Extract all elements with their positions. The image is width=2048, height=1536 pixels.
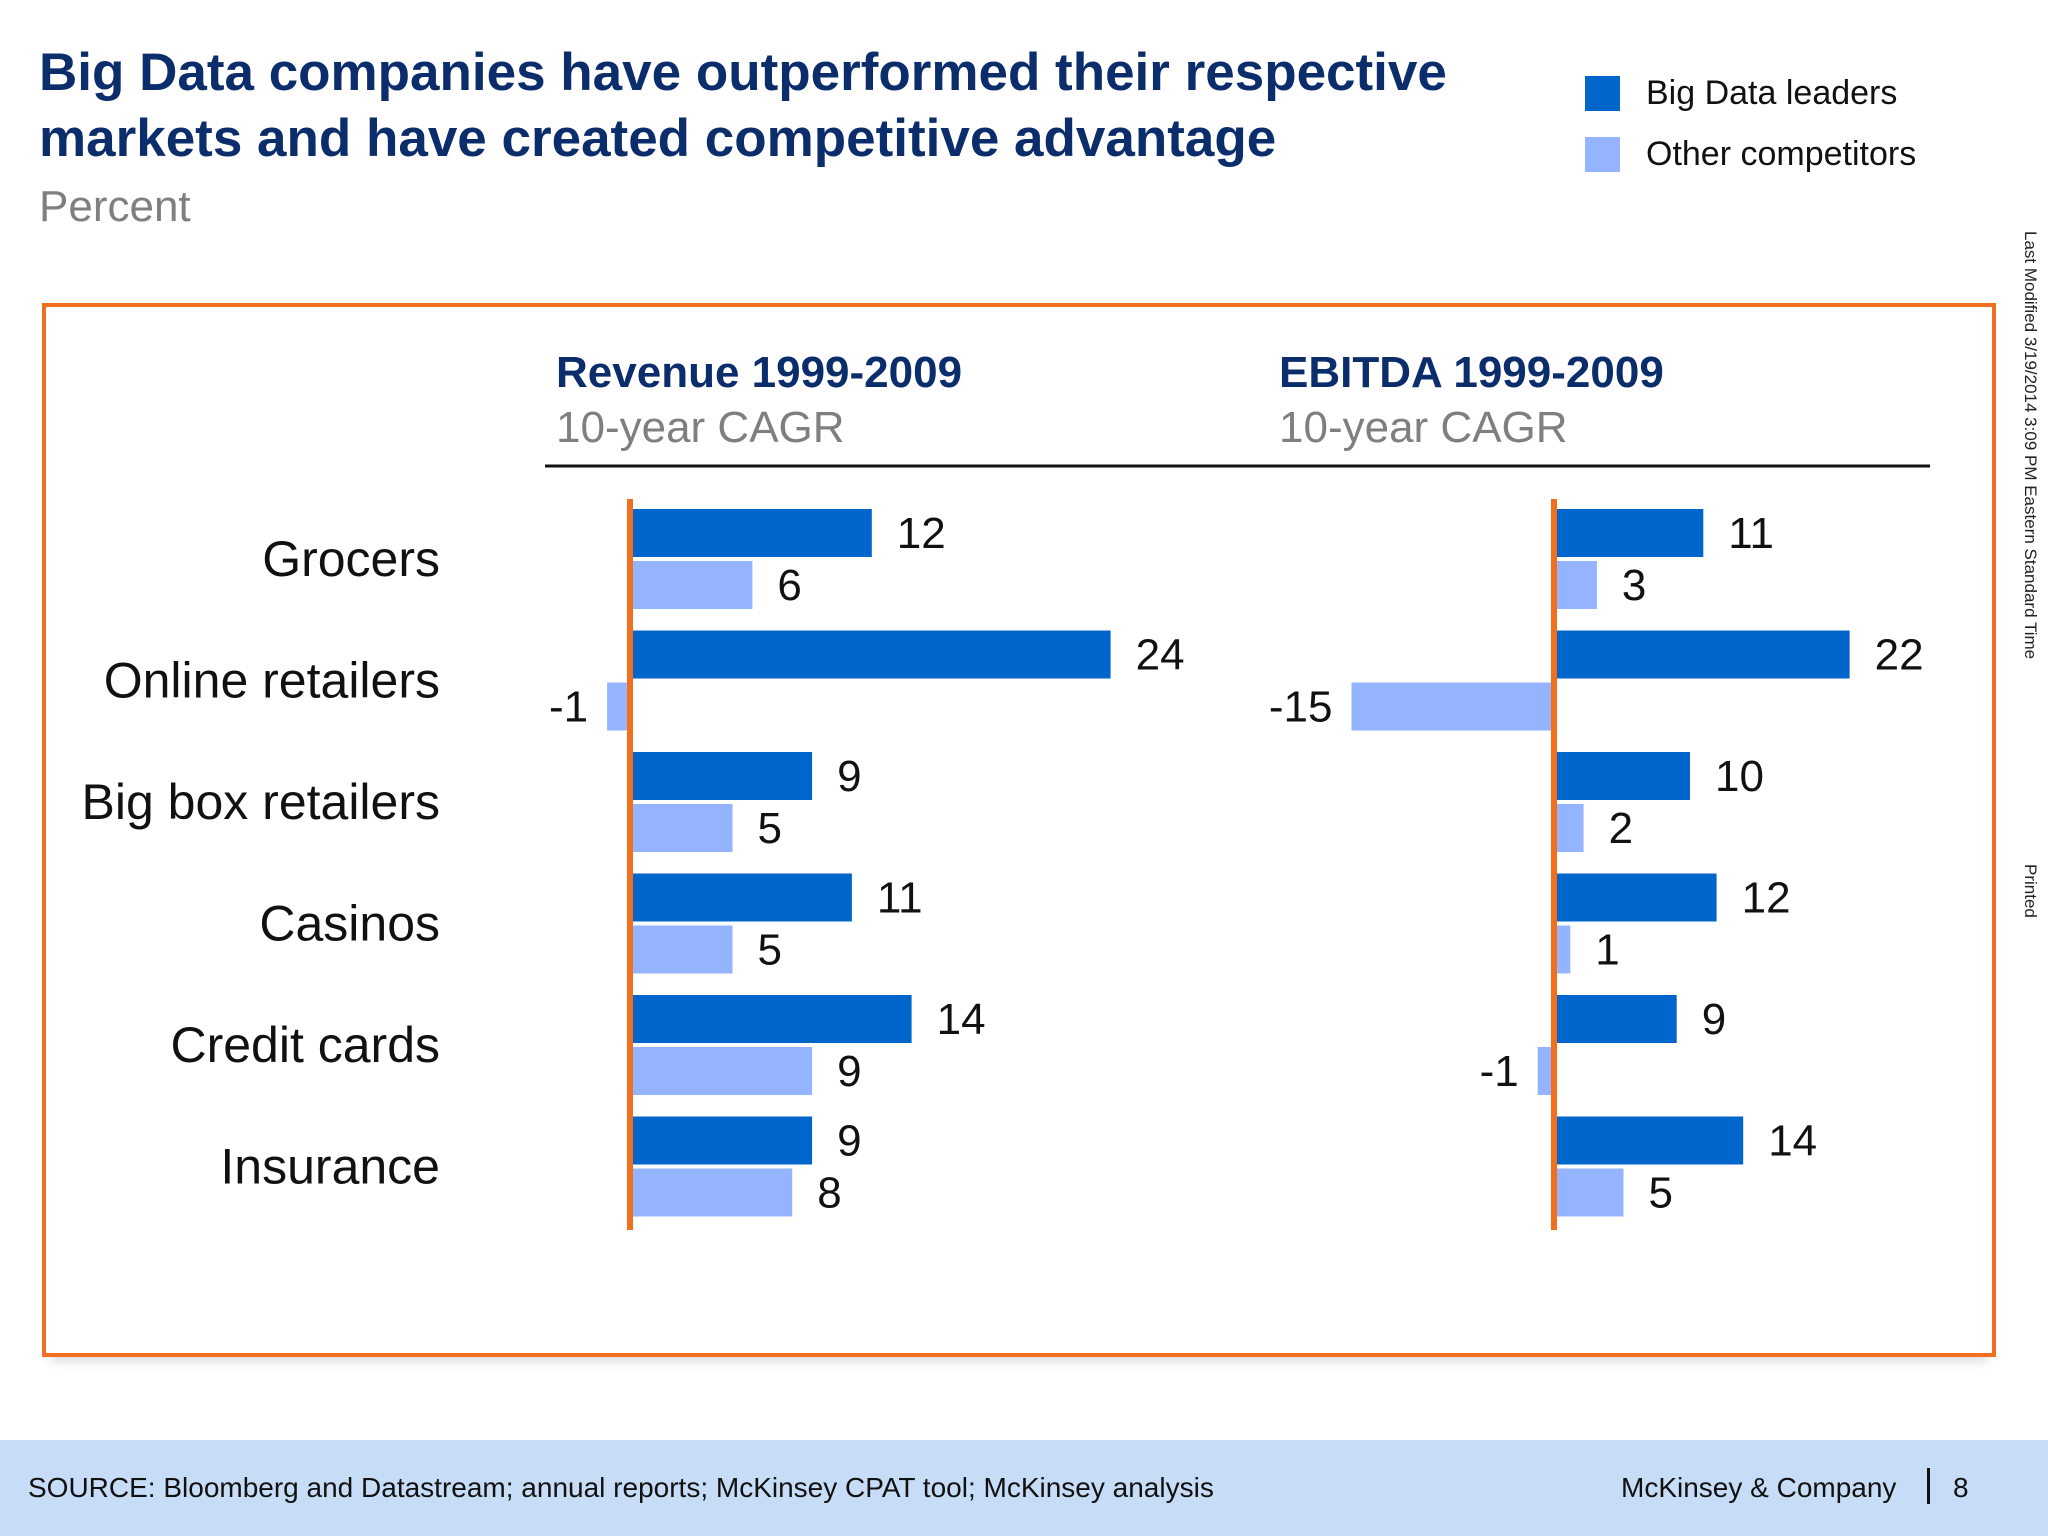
bar-competitors [633, 804, 733, 852]
data-label: 14 [1768, 1117, 1817, 1166]
footer: SOURCE: Bloomberg and Datastream; annual… [0, 1440, 2048, 1536]
category-label: Casinos [259, 896, 440, 952]
chart-frame [42, 303, 1996, 1357]
source-note: SOURCE: Bloomberg and Datastream; annual… [28, 1472, 1214, 1503]
bar-competitors [633, 561, 753, 609]
bar-charts: Revenue 1999-2009 10-year CAGR EBITDA 19… [82, 348, 1930, 1230]
category-label: Big box retailers [82, 774, 441, 830]
data-label: 12 [1742, 874, 1791, 923]
data-label: 12 [897, 509, 946, 558]
data-label: 24 [1136, 631, 1185, 680]
bar-leaders [633, 1116, 813, 1165]
bar-competitors [607, 682, 627, 731]
data-label: 3 [1622, 561, 1646, 610]
bar-leaders [1557, 1116, 1744, 1165]
page-title: Big Data companies have outperformed the… [39, 43, 1447, 168]
legend-label: Big Data leaders [1646, 73, 1898, 112]
data-label: 11 [1728, 509, 1774, 558]
data-label: 9 [1702, 995, 1726, 1044]
data-label: 22 [1875, 631, 1924, 680]
bar-leaders [1557, 995, 1677, 1043]
data-label: 10 [1715, 752, 1764, 801]
bar-competitors [1351, 682, 1551, 731]
bar-leaders [1557, 873, 1717, 922]
data-label: 9 [837, 1117, 861, 1166]
category-label: Online retailers [104, 653, 440, 709]
legend-item-leaders: Big Data leaders [1585, 74, 1916, 112]
data-label: 6 [777, 561, 801, 610]
category-label: Insurance [220, 1139, 440, 1195]
bar-leaders [633, 630, 1111, 679]
bar-competitors [1537, 1047, 1551, 1095]
legend-item-competitors: Other competitors [1585, 135, 1916, 173]
data-label: -1 [1480, 1047, 1519, 1096]
bar-competitors [1557, 925, 1571, 974]
bar-leaders [633, 873, 852, 922]
legend-swatch-leaders [1585, 75, 1620, 111]
page-number: 8 [1953, 1472, 1969, 1503]
bar-leaders [633, 509, 872, 557]
bar-competitors [633, 925, 733, 974]
bar-leaders [1557, 752, 1690, 800]
bar-competitors [633, 1168, 793, 1217]
data-label: 5 [1649, 1169, 1673, 1218]
data-label: -15 [1269, 683, 1333, 732]
data-label: 11 [877, 874, 923, 923]
data-label: 14 [937, 995, 986, 1044]
data-label: 2 [1609, 804, 1633, 853]
chart-title-revenue: Revenue 1999-2009 [556, 348, 962, 397]
brand-name: McKinsey & Company [1621, 1472, 1897, 1503]
bar-competitors [1557, 804, 1584, 852]
category-label: Grocers [262, 531, 440, 587]
data-label: -1 [549, 683, 588, 732]
legend: Big Data leaders Other competitors [1585, 74, 1916, 196]
bar-leaders [633, 752, 813, 800]
data-label: 8 [817, 1169, 841, 1218]
legend-label: Other competitors [1646, 134, 1917, 173]
bar-competitors [633, 1047, 813, 1095]
bar-competitors [1557, 561, 1597, 609]
bar-leaders [1557, 509, 1704, 557]
data-label: 9 [837, 1047, 861, 1096]
printed-note: Printed [2021, 864, 2040, 918]
bar-competitors [1557, 1168, 1624, 1217]
unit-subtitle: Percent [39, 182, 191, 231]
data-label: 1 [1595, 926, 1619, 975]
bar-leaders [1557, 630, 1850, 679]
data-label: 5 [758, 926, 782, 975]
chart-subtitle-revenue: 10-year CAGR [556, 403, 845, 452]
last-modified-note: Last Modified 3/19/2014 3:09 PM Eastern … [2021, 231, 2040, 660]
chart-title-ebitda: EBITDA 1999-2009 [1279, 348, 1664, 397]
data-label: 5 [758, 804, 782, 853]
data-label: 9 [837, 752, 861, 801]
bar-leaders [633, 995, 912, 1043]
category-label: Credit cards [170, 1017, 440, 1073]
chart-subtitle-ebitda: 10-year CAGR [1279, 403, 1568, 452]
legend-swatch-competitors [1585, 136, 1620, 172]
footer-divider [1927, 1468, 1930, 1504]
